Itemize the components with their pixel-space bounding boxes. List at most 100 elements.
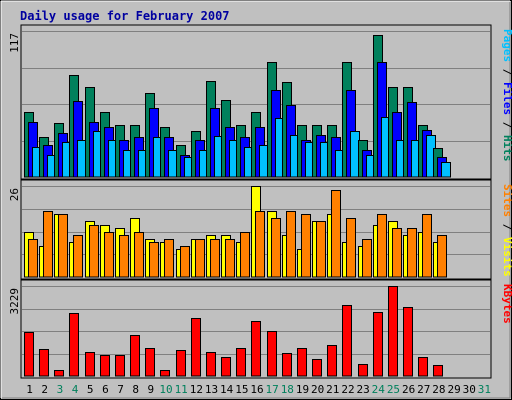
bar-sites-day-13	[210, 239, 220, 278]
series-label-part-1: Sites	[501, 184, 512, 217]
bar-kbytes-day-28	[433, 365, 443, 377]
day-label-24: 24	[372, 383, 386, 396]
bar-sites-day-1	[28, 239, 38, 278]
bar-sites-day-28	[437, 235, 447, 278]
bar-kbytes-day-27	[418, 357, 428, 377]
bar-kbytes-day-24	[373, 312, 383, 377]
day-label-1: 1	[26, 383, 33, 396]
bar-sites-day-4	[73, 235, 83, 278]
bar-sites-day-20	[316, 221, 326, 278]
bar-sites-day-14	[225, 239, 235, 278]
day-label-2: 2	[41, 383, 48, 396]
day-label-28: 28	[432, 383, 445, 396]
panel-1: 117 Pages / Files / Hits	[8, 24, 512, 180]
day-label-5: 5	[87, 383, 94, 396]
bar-kbytes-day-26	[403, 307, 413, 377]
day-label-17: 17	[266, 383, 279, 396]
day-label-3: 3	[57, 383, 64, 396]
bar-kbytes-day-6	[100, 355, 110, 377]
series-label-part-2: /	[501, 217, 512, 237]
day-label-4: 4	[72, 383, 79, 396]
chart-title: Daily usage for February 2007	[20, 9, 230, 23]
bar-kbytes-day-2	[39, 349, 49, 377]
day-label-29: 29	[447, 383, 460, 396]
bar-sites-day-2	[43, 211, 53, 278]
series-label-part-3: Files	[501, 82, 512, 115]
day-labels: 1 2 3 4 5 6 7 8 9 10 11 12 13 14 15 16 17 18 19 20 21 22 23 24 2…	[26, 383, 491, 396]
day-label-13: 13	[205, 383, 218, 396]
series-label-part-1: Pages	[501, 29, 512, 62]
y-max-label: 117	[8, 33, 21, 53]
series-label-part-1: KBytes	[501, 284, 512, 324]
bar-sites-day-11	[180, 246, 190, 278]
day-label-12: 12	[190, 383, 203, 396]
bar-kbytes-day-8	[130, 335, 140, 377]
bar-kbytes-day-15	[236, 348, 246, 377]
bar-kbytes-day-10	[160, 370, 170, 377]
bar-sites-day-26	[407, 228, 417, 278]
panel-3: 3229 KBytes	[8, 279, 512, 379]
bar-sites-day-19	[301, 214, 311, 278]
bar-kbytes-day-12	[191, 318, 201, 377]
day-label-20: 20	[311, 383, 324, 396]
bar-pages-day-28	[441, 162, 451, 178]
series-label-part-2: /	[501, 62, 512, 82]
day-label-6: 6	[102, 383, 109, 396]
bar-kbytes-day-25	[388, 286, 398, 377]
bar-sites-day-16	[255, 211, 265, 278]
y-max-label: 26	[8, 188, 21, 201]
series-label-part-5: Hits	[501, 135, 512, 162]
bar-kbytes-day-9	[145, 348, 155, 377]
bar-sites-day-3	[58, 214, 68, 278]
bar-sites-day-15	[240, 232, 250, 278]
bar-kbytes-day-21	[327, 345, 337, 377]
day-label-25: 25	[387, 383, 400, 396]
bar-kbytes-day-1	[24, 332, 34, 377]
day-label-14: 14	[220, 383, 234, 396]
bar-sites-day-10	[164, 239, 174, 278]
bar-sites-day-6	[104, 232, 114, 278]
bar-kbytes-day-13	[206, 352, 216, 377]
bar-kbytes-day-4	[69, 313, 79, 377]
series-label-part-3: Visits	[501, 237, 512, 277]
series-label: KBytes	[501, 284, 512, 324]
bar-kbytes-day-14	[221, 357, 231, 377]
chart-panels: 117 Pages / Files / Hits 26 Sites / Visits 3…	[8, 24, 512, 379]
bar-kbytes-day-11	[176, 350, 186, 377]
day-label-23: 23	[357, 383, 370, 396]
bar-sites-day-9	[149, 242, 159, 278]
bar-kbytes-day-5	[85, 352, 95, 377]
bar-sites-day-5	[89, 225, 99, 278]
day-label-10: 10	[159, 383, 172, 396]
series-label-part-4: /	[501, 115, 512, 135]
day-label-26: 26	[402, 383, 415, 396]
bar-sites-day-25	[392, 228, 402, 278]
day-label-31: 31	[478, 383, 491, 396]
bar-kbytes-day-7	[115, 355, 125, 377]
bar-sites-day-17	[271, 218, 281, 278]
day-label-27: 27	[417, 383, 430, 396]
day-label-19: 19	[296, 383, 309, 396]
series-label: Sites / Visits	[501, 184, 512, 277]
day-label-15: 15	[235, 383, 248, 396]
bar-kbytes-day-16	[251, 321, 261, 377]
day-label-18: 18	[281, 383, 294, 396]
bar-sites-day-21	[331, 190, 341, 278]
day-label-11: 11	[175, 383, 188, 396]
day-label-21: 21	[326, 383, 339, 396]
bar-sites-day-8	[134, 232, 144, 278]
day-label-30: 30	[463, 383, 476, 396]
bar-kbytes-day-18	[282, 353, 292, 377]
bar-kbytes-day-3	[54, 370, 64, 377]
bar-sites-day-23	[362, 239, 372, 278]
day-label-9: 9	[148, 383, 155, 396]
day-label-16: 16	[250, 383, 263, 396]
bar-kbytes-day-20	[312, 359, 322, 377]
bar-kbytes-day-23	[358, 364, 368, 377]
bar-sites-day-7	[119, 235, 129, 278]
panel-2: 26 Sites / Visits	[8, 179, 512, 280]
day-label-8: 8	[132, 383, 139, 396]
bar-sites-day-27	[422, 214, 432, 278]
bar-sites-day-22	[346, 218, 356, 278]
